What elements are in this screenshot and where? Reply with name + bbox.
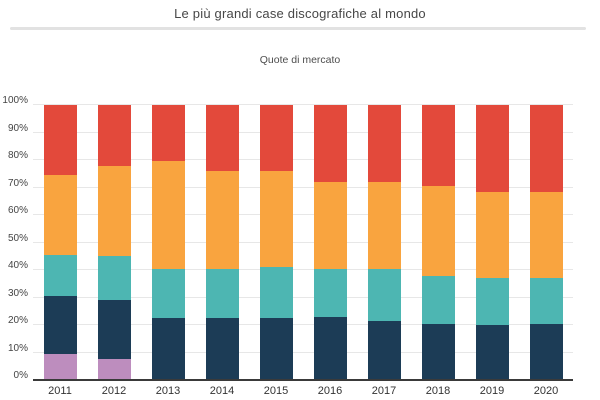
bar-segment-orange-2014[interactable]: [205, 171, 239, 269]
bar-segment-teal-2014[interactable]: [205, 268, 239, 319]
bar-segment-teal-2018[interactable]: [421, 275, 455, 324]
bar-segment-navy-2011[interactable]: [43, 296, 77, 354]
bar-segment-teal-2019[interactable]: [475, 278, 509, 325]
x-axis-label-2012: 2012: [101, 385, 127, 397]
bar-segment-navy-2013[interactable]: [151, 318, 185, 380]
bar-segment-navy-2019[interactable]: [475, 325, 509, 380]
bar-segment-orange-2017[interactable]: [367, 182, 401, 269]
x-axis-label-2017: 2017: [371, 385, 397, 397]
bar-2013: [151, 105, 185, 380]
bar-2012: [97, 105, 131, 380]
x-axis-label-2016: 2016: [317, 385, 343, 397]
bar-segment-navy-2014[interactable]: [205, 318, 239, 380]
bar-segment-navy-2016[interactable]: [313, 316, 347, 380]
bar-segment-teal-2013[interactable]: [151, 268, 185, 319]
bar-segment-purple-2011[interactable]: [43, 353, 77, 380]
y-axis-tick-label-10%: 10%: [7, 342, 28, 354]
gridline-100%: [33, 104, 573, 105]
bar-segment-teal-2011[interactable]: [43, 254, 77, 297]
y-axis-tick-label-70%: 70%: [7, 177, 28, 189]
bar-2020: [529, 105, 563, 380]
bar-segment-orange-2020[interactable]: [529, 191, 563, 279]
bar-segment-orange-2015[interactable]: [259, 171, 293, 268]
y-axis-tick-label-80%: 80%: [7, 150, 28, 161]
bar-segment-teal-2017[interactable]: [367, 268, 401, 321]
gridline-30%: [33, 296, 573, 298]
bar-segment-red-2014[interactable]: [205, 105, 239, 171]
bar-segment-orange-2012[interactable]: [97, 165, 131, 257]
y-axis-tick-label-40%: 40%: [7, 260, 28, 271]
bar-2015: [259, 105, 293, 380]
x-axis-label-2020: 2020: [533, 385, 559, 397]
bar-segment-navy-2012[interactable]: [97, 300, 131, 360]
gridline-60%: [33, 214, 573, 215]
x-axis-label-2013: 2013: [155, 385, 181, 397]
y-axis-tick-label-90%: 90%: [7, 122, 28, 134]
title-divider: [10, 27, 586, 30]
chart-subtitle: Quote di mercato: [259, 54, 341, 66]
gridline-70%: [33, 186, 573, 188]
y-axis-tick-label-30%: 30%: [7, 287, 28, 299]
bar-segment-purple-2012[interactable]: [97, 359, 131, 380]
bar-segment-navy-2018[interactable]: [421, 323, 455, 380]
bar-segment-navy-2017[interactable]: [367, 320, 401, 380]
bar-2019: [475, 105, 509, 380]
x-axis-label-2019: 2019: [479, 385, 505, 397]
y-axis: 0% 10% 20% 30% 40% 50% 60% 70% 80% 90% 100%: [0, 95, 28, 381]
plot-area: [33, 104, 573, 380]
bar-segment-orange-2016[interactable]: [313, 182, 347, 269]
y-axis-tick-label-20%: 20%: [7, 315, 28, 326]
y-axis-tick-label-60%: 60%: [7, 205, 28, 216]
gridline-50%: [33, 241, 573, 243]
y-axis-tick-label-0%: 0%: [13, 370, 28, 381]
bar-2018: [421, 105, 455, 380]
bar-segment-orange-2019[interactable]: [475, 191, 509, 279]
bar-segment-orange-2013[interactable]: [151, 161, 185, 269]
x-axis-label-2014: 2014: [209, 385, 235, 397]
bar-segment-red-2020[interactable]: [529, 105, 563, 192]
bar-segment-teal-2012[interactable]: [97, 256, 131, 301]
bar-2011: [43, 105, 77, 380]
chart-title: Le più grandi case discografiche al mond…: [174, 6, 426, 21]
x-axis-label-2015: 2015: [263, 385, 289, 397]
bar-segment-red-2019[interactable]: [475, 105, 509, 192]
bar-segment-teal-2015[interactable]: [259, 267, 293, 319]
gridline-10%: [33, 351, 573, 353]
bar-segment-red-2015[interactable]: [259, 105, 293, 171]
x-axis-label-2018: 2018: [425, 385, 451, 397]
gridline-40%: [33, 269, 573, 270]
bar-segment-teal-2020[interactable]: [529, 278, 563, 324]
x-axis-label-2011: 2011: [48, 385, 72, 397]
gridline-20%: [33, 324, 573, 325]
y-axis-tick-label-100%: 100%: [2, 95, 28, 106]
bar-2014: [205, 105, 239, 380]
bar-segment-teal-2016[interactable]: [313, 268, 347, 317]
bar-segment-red-2018[interactable]: [421, 105, 455, 187]
gridline-90%: [33, 131, 573, 133]
bar-segment-red-2013[interactable]: [151, 105, 185, 162]
bar-segment-navy-2015[interactable]: [259, 318, 293, 380]
x-axis-line: [33, 379, 573, 381]
bar-2017: [367, 105, 401, 380]
bar-segment-navy-2020[interactable]: [529, 323, 563, 380]
bar-segment-orange-2018[interactable]: [421, 186, 455, 276]
gridline-80%: [33, 159, 573, 160]
y-axis-tick-label-50%: 50%: [7, 232, 28, 244]
bar-segment-red-2017[interactable]: [367, 105, 401, 182]
bar-segment-red-2016[interactable]: [313, 105, 347, 182]
bar-2016: [313, 105, 347, 380]
bar-segment-orange-2011[interactable]: [43, 175, 77, 255]
bar-segment-red-2011[interactable]: [43, 105, 77, 176]
bar-segment-red-2012[interactable]: [97, 105, 131, 166]
